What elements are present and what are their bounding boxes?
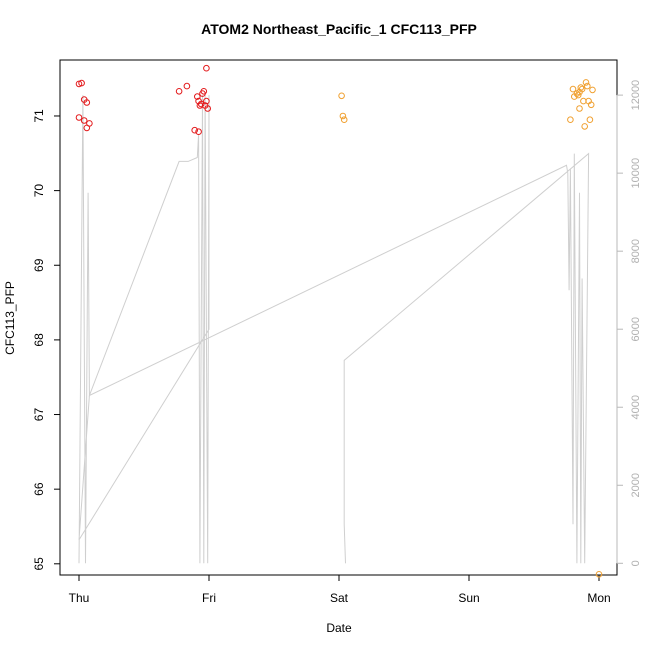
x-tick-label: Thu	[69, 591, 90, 605]
x-tick-label: Mon	[587, 591, 610, 605]
data-point	[567, 116, 574, 123]
data-point	[204, 105, 211, 112]
data-point	[203, 64, 210, 72]
data-point	[595, 571, 603, 578]
data-point	[194, 93, 201, 100]
data-point	[581, 123, 589, 130]
y-tick-label: 66	[32, 482, 46, 496]
y2-tick-label: 4000	[630, 395, 642, 419]
data-point	[577, 84, 585, 91]
y2-tick-label: 0	[630, 560, 642, 566]
points-layer	[75, 64, 603, 578]
chart-title: ATOM2 Northeast_Pacific_1 CFC113_PFP	[201, 21, 477, 37]
y2-tick-label: 2000	[630, 473, 642, 497]
y2-tick-label: 10000	[630, 158, 642, 189]
plot-frame	[59, 59, 618, 576]
data-point	[183, 82, 191, 90]
data-point	[569, 85, 577, 93]
y2-axis: 0 2000 4000 6000 8000 10000 12000	[616, 80, 642, 566]
y-axis: 65 66 67 68 69 70 71	[32, 109, 61, 571]
data-point	[191, 126, 198, 134]
data-point	[574, 91, 582, 99]
data-point	[584, 82, 591, 90]
data-point	[80, 117, 88, 124]
x-tick-label: Sun	[458, 591, 479, 605]
data-point	[589, 86, 596, 94]
data-point	[200, 88, 208, 95]
y-tick-label: 68	[32, 333, 46, 347]
data-point	[203, 97, 210, 105]
data-point	[586, 116, 594, 123]
data-point	[197, 100, 205, 108]
data-point	[587, 101, 595, 109]
y-tick-label: 71	[32, 109, 46, 123]
y2-tick-label: 6000	[630, 317, 642, 341]
y-tick-label: 67	[32, 408, 46, 422]
data-point	[578, 85, 586, 93]
data-point	[195, 128, 202, 135]
data-point	[75, 114, 83, 121]
altitude-line	[78, 95, 590, 564]
y2-tick-label: 8000	[630, 239, 642, 263]
y-axis-label: CFC113_PFP	[3, 281, 17, 355]
data-point	[338, 92, 345, 100]
data-point	[582, 79, 590, 86]
data-point	[86, 120, 93, 127]
data-point	[83, 99, 91, 106]
data-point	[78, 79, 85, 87]
x-axis-label: Date	[326, 621, 352, 635]
x-tick-label: Fri	[202, 591, 216, 605]
altitude-series	[78, 95, 590, 564]
x-axis: Thu Fri Sat Sun Mon	[69, 574, 611, 605]
y-tick-label: 70	[32, 184, 46, 198]
data-point	[175, 88, 183, 95]
x-tick-label: Sat	[330, 591, 349, 605]
y2-tick-label: 12000	[630, 80, 642, 111]
y-tick-label: 69	[32, 258, 46, 272]
data-point	[576, 105, 583, 112]
data-point	[340, 116, 348, 123]
data-point	[339, 112, 347, 120]
y-tick-label: 65	[32, 557, 46, 571]
